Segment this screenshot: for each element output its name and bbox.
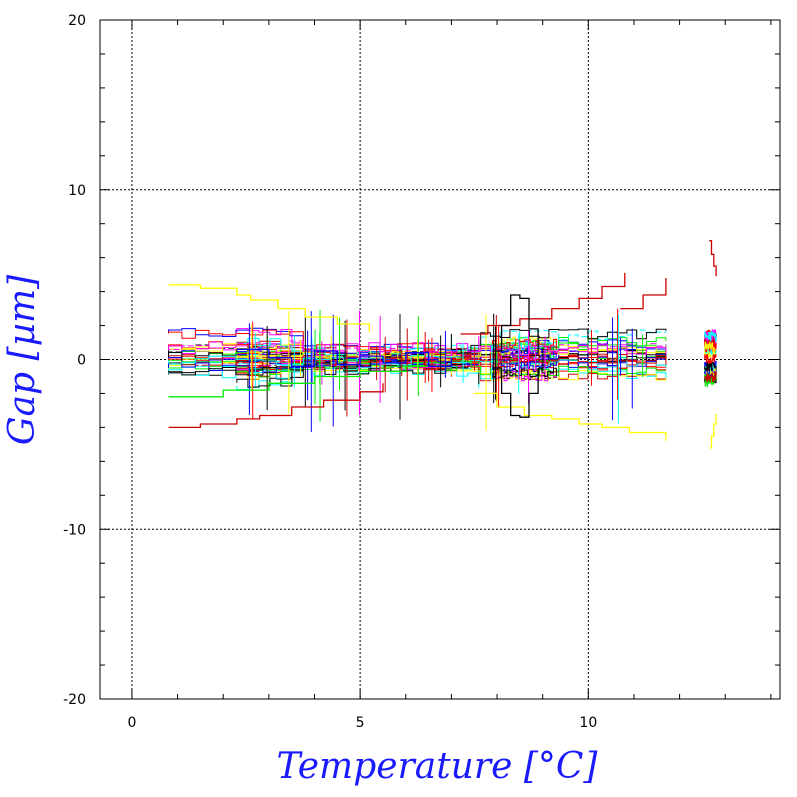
series-line-10	[709, 413, 717, 449]
series-line-4	[474, 392, 667, 441]
series-line-1	[168, 383, 384, 429]
series-line-5	[168, 362, 453, 398]
band-trace-104	[704, 361, 717, 371]
series-lines	[168, 240, 717, 449]
series-line-6	[492, 294, 539, 353]
series-line-7	[492, 367, 539, 418]
x-tick-labels: 0 5 10	[127, 715, 597, 731]
band-trace-119	[704, 371, 717, 383]
series-line-0	[168, 284, 370, 333]
series-line-9	[709, 240, 717, 277]
y-tick-label-4: -20	[63, 692, 86, 708]
series-line-2	[460, 272, 626, 335]
y-tick-labels: 20 10 0 -10 -20	[63, 13, 86, 708]
x-tick-label-0: 0	[127, 715, 136, 731]
band-trace-122	[450, 360, 666, 377]
band-trace-33	[492, 348, 557, 359]
x-axis-title: Temperature [°C]	[277, 746, 599, 787]
series-line-3	[620, 278, 667, 310]
data-band	[168, 308, 717, 432]
band-trace-129	[704, 353, 717, 364]
band-trace-123	[492, 361, 557, 372]
band-trace-113	[492, 339, 557, 350]
band-trace-109	[704, 331, 717, 342]
y-tick-label-2: 0	[77, 353, 86, 369]
band-trace-83	[492, 345, 557, 355]
band-trace-93	[492, 341, 557, 351]
tick-marks	[100, 19, 780, 700]
series-line-8	[236, 348, 453, 367]
y-tick-label-1: 10	[68, 183, 86, 199]
band-trace-124	[704, 341, 717, 353]
x-tick-label-2: 10	[579, 715, 597, 731]
y-axis-title: Gap [µm]	[2, 274, 43, 445]
y-tick-label-0: 20	[68, 13, 86, 29]
y-tick-label-3: -10	[63, 522, 86, 538]
x-tick-label-1: 5	[356, 715, 365, 731]
band-trace-21	[236, 366, 480, 390]
